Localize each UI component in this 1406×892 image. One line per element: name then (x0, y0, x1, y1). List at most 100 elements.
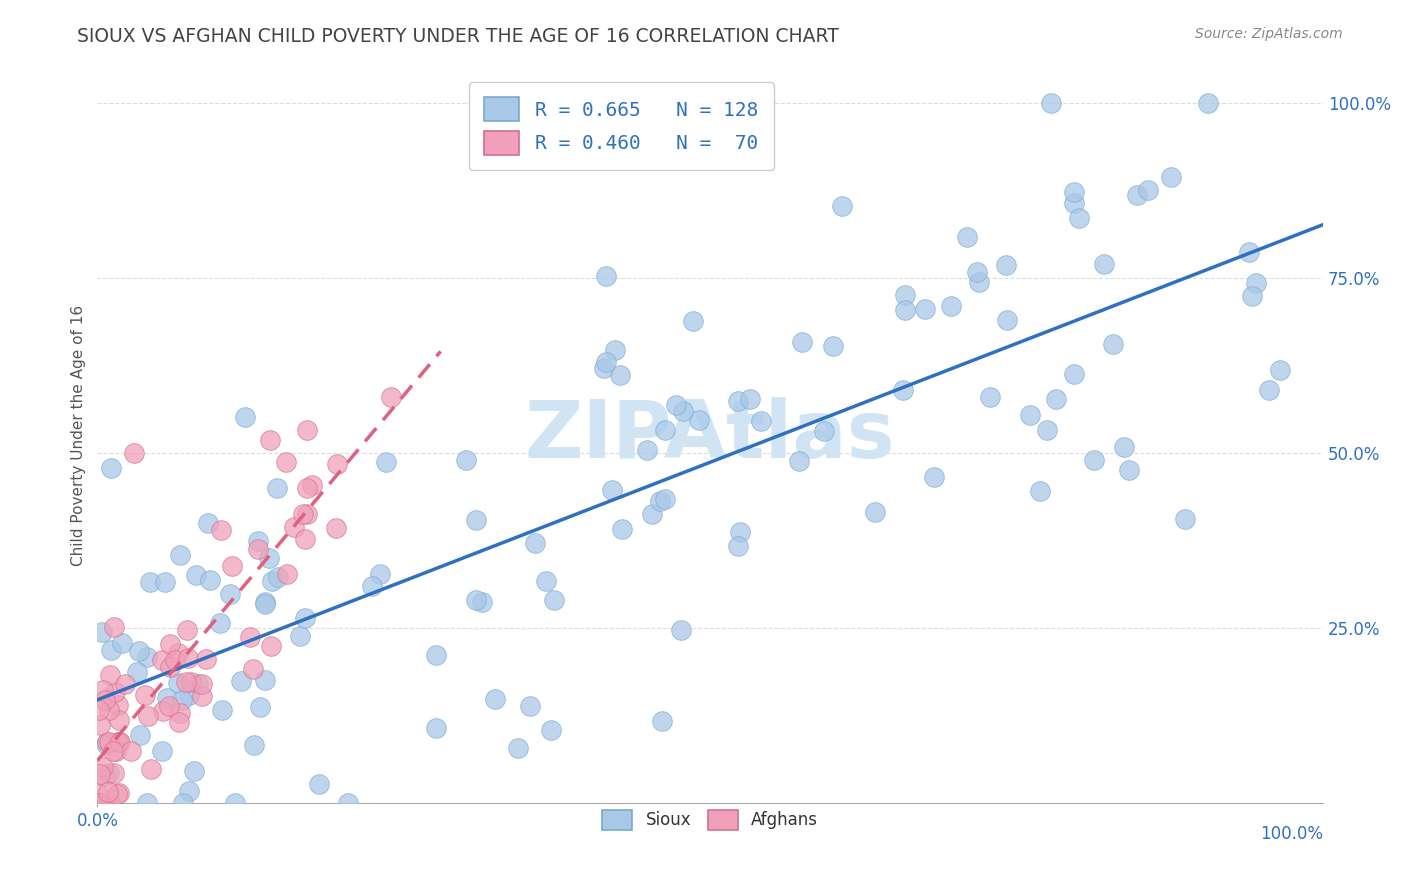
Point (120, 744, 142, 758)
Point (179, 784, 201, 798)
Y-axis label: Child Poverty Under the Age of 16: Child Poverty Under the Age of 16 (72, 305, 86, 566)
Point (543, 593, 565, 607)
Point (101, 744, 124, 758)
Point (665, 399, 688, 413)
Point (295, 423, 318, 437)
Point (301, 478, 323, 492)
Point (295, 507, 318, 521)
Point (1045, 392, 1067, 407)
Point (283, 520, 305, 534)
Point (156, 691, 179, 706)
Point (139, 575, 162, 590)
Point (1018, 409, 1040, 423)
Point (150, 653, 173, 667)
Point (172, 796, 194, 810)
Point (97, 785, 120, 799)
Point (211, 703, 233, 717)
Point (894, 288, 917, 302)
Point (508, 741, 530, 756)
Point (967, 275, 990, 289)
Point (276, 567, 298, 582)
Point (257, 551, 280, 566)
Point (254, 597, 277, 611)
Point (728, 525, 751, 540)
Point (891, 383, 914, 397)
Point (221, 559, 243, 574)
Point (1197, 96, 1219, 111)
Point (122, 446, 145, 460)
Point (229, 673, 252, 688)
Point (167, 715, 190, 730)
Point (105, 787, 128, 801)
Point (337, 796, 360, 810)
Point (1114, 440, 1136, 454)
Point (100, 460, 122, 475)
Point (465, 513, 488, 527)
Point (90, 625, 112, 640)
Point (534, 574, 557, 589)
Point (484, 692, 506, 706)
Point (197, 516, 219, 531)
Point (1092, 257, 1115, 271)
Point (1118, 462, 1140, 476)
Point (1174, 512, 1197, 526)
Point (540, 723, 562, 737)
Point (979, 390, 1001, 404)
Point (1270, 363, 1292, 377)
Point (87, 796, 110, 810)
Point (603, 343, 626, 358)
Point (995, 312, 1018, 326)
Point (108, 786, 131, 800)
Point (648, 494, 671, 508)
Point (294, 532, 316, 546)
Legend: Sioux, Afghans: Sioux, Afghans (593, 801, 827, 838)
Point (592, 361, 614, 376)
Point (107, 735, 129, 749)
Point (1063, 196, 1085, 211)
Point (87, 703, 110, 717)
Point (595, 355, 617, 369)
Point (740, 392, 762, 406)
Point (246, 541, 269, 556)
Point (326, 457, 349, 471)
Point (1036, 423, 1059, 437)
Point (179, 689, 201, 703)
Point (688, 413, 710, 427)
Point (152, 744, 174, 758)
Point (176, 624, 198, 638)
Point (464, 593, 486, 607)
Point (1063, 368, 1085, 382)
Point (894, 302, 917, 317)
Point (1160, 169, 1182, 184)
Point (471, 595, 494, 609)
Point (93, 769, 115, 783)
Point (167, 675, 190, 690)
Point (1136, 183, 1159, 197)
Text: Source: ZipAtlas.com: Source: ZipAtlas.com (1195, 27, 1343, 41)
Point (374, 454, 396, 468)
Point (266, 481, 288, 495)
Point (1126, 187, 1149, 202)
Point (87, 787, 110, 801)
Point (1237, 245, 1260, 260)
Point (654, 423, 676, 437)
Point (790, 335, 813, 350)
Point (1240, 288, 1263, 302)
Point (1063, 185, 1085, 199)
Text: ZIPAtlas: ZIPAtlas (524, 397, 896, 475)
Point (956, 230, 979, 244)
Point (654, 492, 676, 507)
Point (669, 624, 692, 638)
Point (595, 268, 617, 283)
Point (91, 796, 114, 810)
Point (813, 424, 835, 438)
Point (247, 533, 270, 548)
Point (89, 767, 111, 781)
Point (96, 796, 118, 810)
Point (219, 587, 242, 601)
Point (524, 535, 547, 549)
Point (914, 301, 936, 316)
Point (609, 368, 631, 383)
Point (671, 404, 693, 418)
Point (308, 776, 330, 790)
